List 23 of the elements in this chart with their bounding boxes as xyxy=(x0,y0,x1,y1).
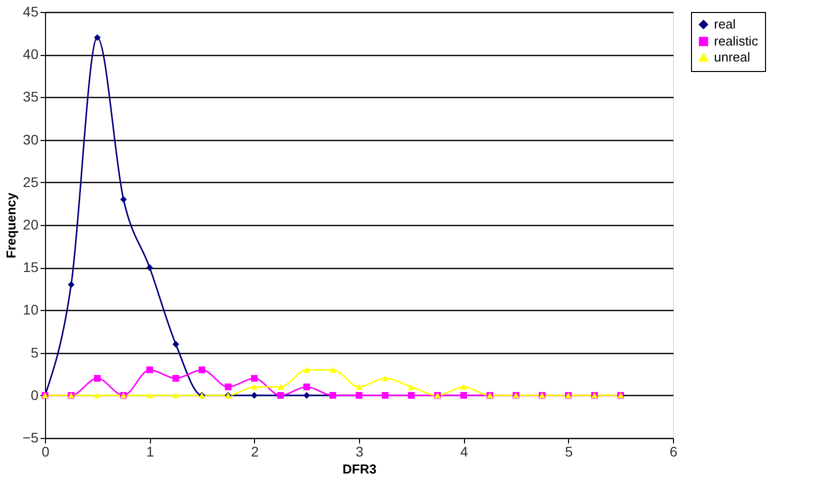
legend-label: unreal xyxy=(714,50,750,64)
y-tick-label: 25 xyxy=(22,174,39,190)
y-tick-label: 40 xyxy=(22,46,39,62)
y-tick-label: 45 xyxy=(22,4,39,20)
x-tick-label: 5 xyxy=(564,444,573,460)
y-tick-label: −5 xyxy=(22,430,39,446)
x-tick-label: 2 xyxy=(250,444,259,460)
y-axis-title: Frequency xyxy=(4,192,19,258)
legend-label: realistic xyxy=(714,34,759,48)
y-tick-label: 10 xyxy=(22,302,39,318)
x-tick-label: 1 xyxy=(146,444,154,460)
x-tick-label: 3 xyxy=(356,444,364,460)
y-tick-label: 30 xyxy=(22,131,39,148)
x-tick-label: 6 xyxy=(670,444,678,460)
y-tick-label: 15 xyxy=(22,259,39,276)
legend-label: real xyxy=(714,16,736,32)
y-tick-label: 35 xyxy=(22,88,39,105)
y-tick-label: 20 xyxy=(22,216,39,232)
y-tick-label: 5 xyxy=(30,344,39,360)
x-axis-title: DFR3 xyxy=(342,462,376,476)
y-tick-label: 0 xyxy=(30,386,39,403)
x-tick-label: 4 xyxy=(460,444,468,460)
x-tick-label: 0 xyxy=(42,444,50,460)
